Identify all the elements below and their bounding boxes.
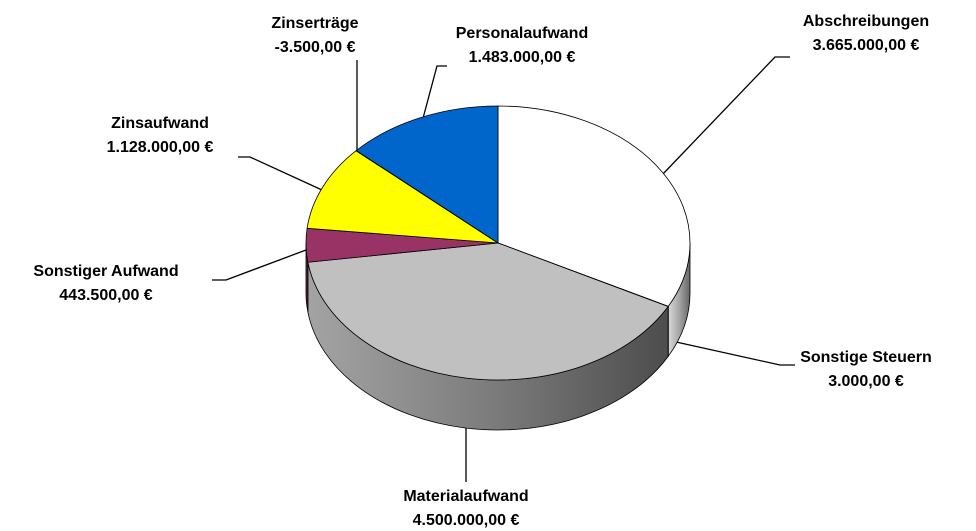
value-label: 3.665.000,00 € — [813, 37, 920, 54]
value-label: 1.128.000,00 € — [107, 139, 214, 156]
pie — [305, 105, 691, 431]
slice-label: Abschreibungen — [803, 13, 929, 30]
slice-side-shade — [668, 243, 690, 357]
slice — [355, 105, 499, 244]
leader-line — [421, 65, 447, 123]
value-label: -3.500,00 € — [275, 39, 356, 56]
slice — [307, 242, 669, 381]
slice-label: Materialaufwand — [403, 488, 528, 505]
value-label: 1.483.000,00 € — [469, 49, 576, 66]
leader-line — [666, 339, 795, 366]
value-label: 3.000,00 € — [828, 373, 904, 390]
slice-label: Zinsaufwand — [111, 115, 209, 132]
value-label: 443.500,00 € — [59, 287, 153, 304]
slice — [497, 105, 691, 307]
slice-label: Personalaufwand — [456, 25, 588, 42]
slice — [306, 150, 499, 244]
leader-line — [238, 156, 323, 191]
slice-label: Sonstiger Aufwand — [33, 263, 178, 280]
value-label: 4.500.000,00 € — [413, 512, 520, 529]
slice-side-shade — [307, 262, 669, 430]
slice-label: Zinserträge — [271, 15, 358, 32]
leader-line — [212, 249, 307, 281]
slice-label: Sonstige Steuern — [800, 349, 932, 366]
leader-line — [661, 56, 790, 176]
